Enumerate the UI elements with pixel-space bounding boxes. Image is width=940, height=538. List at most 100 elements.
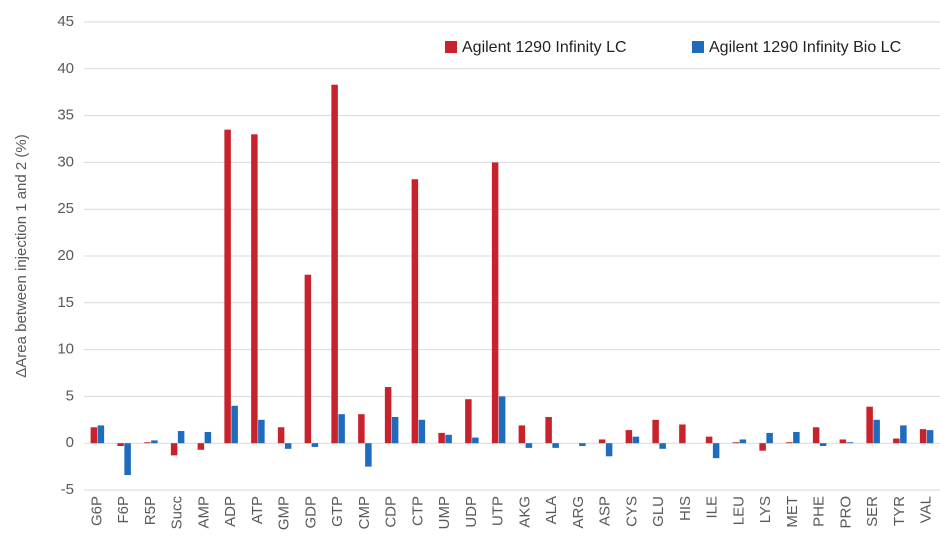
bar [465,399,472,444]
bar [391,416,399,444]
x-tick-label: UDP [463,496,480,528]
bar [739,439,747,444]
x-tick-label: CTP [409,496,426,526]
legend-label: Agilent 1290 Infinity Bio LC [709,39,901,56]
x-tick-label: PHE [811,496,828,527]
x-tick-label: AKG [516,496,533,528]
bar [552,443,559,448]
bar [284,443,292,449]
bar [170,443,178,456]
y-tick-label: 15 [57,294,74,311]
bar [472,437,479,444]
bar [579,443,586,447]
bar [900,425,907,444]
bar [893,438,900,444]
bar [445,434,452,444]
bar [545,416,552,444]
bar [812,427,820,444]
legend: Agilent 1290 Infinity LC Agilent 1290 Inf… [445,39,901,56]
x-tick-label: MET [784,496,801,528]
bar [793,431,800,444]
bar [819,443,827,447]
bar [926,430,934,444]
x-tick-label: G6P [88,496,105,526]
x-tick-label: Succ [169,496,186,530]
bar [151,440,158,444]
bar [598,439,606,444]
bar [311,443,319,447]
bar [766,432,773,444]
x-tick-label: TYR [891,496,908,526]
x-tick-label: LYS [757,496,774,523]
bar [518,425,526,444]
bar [759,443,766,451]
bar [438,432,445,444]
x-tick-label: CYS [623,496,640,527]
bar [277,427,285,444]
bar [411,179,419,444]
x-tick-label: ATP [249,496,266,524]
y-axis-label: ΔArea between injection 1 and 2 (%) [13,134,30,378]
y-tick-label: 20 [57,247,74,264]
legend-label: Agilent 1290 Infinity LC [462,39,627,56]
bar [525,443,533,448]
bar [97,425,105,444]
x-tick-label: CDP [383,496,400,528]
bar [786,442,793,444]
y-tick-label: 0 [66,434,74,451]
y-tick-label: 45 [57,13,74,30]
bar [231,405,238,444]
bar [124,443,131,476]
y-tick-label: 30 [57,153,74,170]
bar [873,419,880,444]
x-tick-label: PRO [837,496,854,529]
x-tick-label: VAL [918,496,935,523]
bar [304,274,312,444]
x-tick-label: SER [864,496,881,527]
x-tick-label: UTP [490,496,507,526]
bar [712,443,720,459]
x-tick-label: GLU [650,496,667,527]
y-tick-label: 10 [57,341,74,358]
bar [365,443,372,467]
bar [224,129,231,444]
bar [919,429,927,444]
x-tick-label: CMP [356,496,373,529]
x-tick-label: ASP [597,496,614,526]
bar [705,436,713,444]
bar [498,396,506,444]
x-tick-label: ARG [570,496,587,529]
bar [90,427,98,444]
bar [358,414,365,444]
x-tick-label: LEU [730,496,747,525]
bar [659,443,666,449]
bar [491,162,499,444]
y-tick-label: 40 [57,60,74,77]
bar [144,442,151,444]
x-tick-label: GTP [329,496,346,527]
bar [177,431,185,444]
bar [338,414,345,444]
bar [839,439,847,444]
y-tick-label: 25 [57,200,74,217]
bar [331,84,338,444]
bar [197,443,205,450]
x-tick-label: AMP [195,496,212,529]
bar [204,431,212,444]
legend-swatch [692,41,704,53]
x-tick-label: GMP [276,496,293,530]
x-tick-label: GDP [302,496,319,529]
x-tick-label: ADP [222,496,239,527]
bar [732,442,740,444]
x-tick-label: ILE [704,496,721,519]
x-tick-label: ALA [543,496,560,524]
bar [866,406,873,444]
bar [384,387,392,444]
bar [251,134,258,444]
bar [652,419,659,444]
bar [679,424,686,444]
bar [117,443,124,447]
bar [258,419,265,444]
bar [418,419,426,444]
